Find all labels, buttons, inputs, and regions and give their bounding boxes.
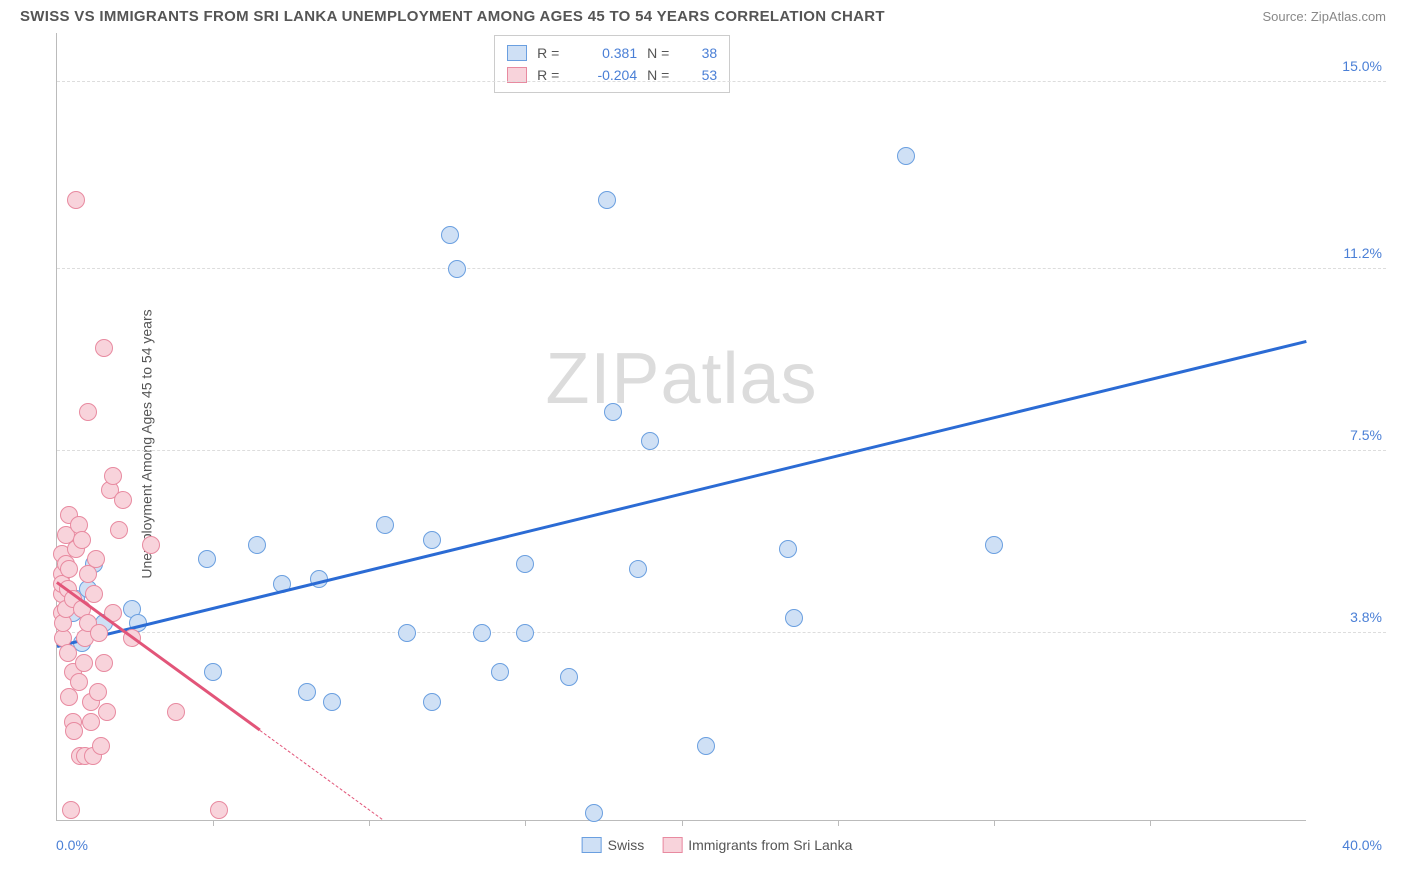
data-point <box>323 693 341 711</box>
data-point <box>85 585 103 603</box>
legend-label: Swiss <box>608 837 645 853</box>
x-tick <box>1150 820 1151 826</box>
data-point <box>585 804 603 822</box>
data-point <box>398 624 416 642</box>
data-point <box>82 713 100 731</box>
data-point <box>114 491 132 509</box>
data-point <box>79 403 97 421</box>
data-point <box>142 536 160 554</box>
legend-r-value: 0.381 <box>577 45 637 61</box>
data-point <box>198 550 216 568</box>
data-point <box>204 663 222 681</box>
data-point <box>423 693 441 711</box>
correlation-legend: R = 0.381 N = 38 R =-0.204N =53 <box>494 35 730 93</box>
x-tick <box>838 820 839 826</box>
data-point <box>60 560 78 578</box>
legend-n-label: N = <box>647 45 677 61</box>
data-point <box>985 536 1003 554</box>
source-label: Source: ZipAtlas.com <box>1262 9 1386 24</box>
data-point <box>473 624 491 642</box>
data-point <box>641 432 659 450</box>
data-point <box>629 560 647 578</box>
gridline <box>57 268 1386 269</box>
data-point <box>67 191 85 209</box>
trend-line-extrapolated <box>260 731 382 820</box>
data-point <box>98 703 116 721</box>
data-point <box>516 555 534 573</box>
x-tick <box>213 820 214 826</box>
data-point <box>73 531 91 549</box>
data-point <box>70 673 88 691</box>
legend-n-value: 38 <box>687 45 717 61</box>
legend-label: Immigrants from Sri Lanka <box>688 837 852 853</box>
data-point <box>516 624 534 642</box>
data-point <box>441 226 459 244</box>
data-point <box>779 540 797 558</box>
data-point <box>785 609 803 627</box>
legend-swatch <box>582 837 602 853</box>
data-point <box>604 403 622 421</box>
data-point <box>89 683 107 701</box>
series-legend: Swiss Immigrants from Sri Lanka <box>582 837 853 853</box>
legend-row: R =-0.204N =53 <box>507 64 717 86</box>
y-tick-label: 15.0% <box>1342 58 1382 74</box>
gridline <box>57 450 1386 451</box>
gridline <box>57 81 1386 82</box>
data-point <box>897 147 915 165</box>
plot-region: ZIPatlas R =0.381N =38R =-0.204N =53 3.8… <box>56 33 1306 821</box>
legend-item: Swiss <box>582 837 645 853</box>
data-point <box>87 550 105 568</box>
legend-swatch <box>507 45 527 61</box>
data-point <box>92 737 110 755</box>
data-point <box>62 801 80 819</box>
chart-area: Unemployment Among Ages 45 to 54 years Z… <box>48 29 1386 859</box>
x-tick <box>369 820 370 826</box>
legend-r-label: R = <box>537 45 567 61</box>
data-point <box>376 516 394 534</box>
data-point <box>448 260 466 278</box>
data-point <box>248 536 266 554</box>
data-point <box>95 654 113 672</box>
gridline <box>57 632 1386 633</box>
trend-line <box>57 340 1307 647</box>
data-point <box>65 722 83 740</box>
y-tick-label: 3.8% <box>1350 609 1382 625</box>
chart-header: SWISS VS IMMIGRANTS FROM SRI LANKA UNEMP… <box>0 0 1406 29</box>
x-axis-end: 40.0% <box>1342 837 1382 853</box>
data-point <box>95 339 113 357</box>
data-point <box>423 531 441 549</box>
data-point <box>104 467 122 485</box>
legend-swatch <box>662 837 682 853</box>
data-point <box>210 801 228 819</box>
data-point <box>110 521 128 539</box>
data-point <box>491 663 509 681</box>
watermark: ZIPatlas <box>545 338 817 420</box>
data-point <box>560 668 578 686</box>
data-point <box>298 683 316 701</box>
x-tick <box>994 820 995 826</box>
data-point <box>598 191 616 209</box>
x-axis-start: 0.0% <box>56 837 88 853</box>
y-tick-label: 7.5% <box>1350 427 1382 443</box>
chart-title: SWISS VS IMMIGRANTS FROM SRI LANKA UNEMP… <box>20 8 885 25</box>
x-tick <box>525 820 526 826</box>
data-point <box>75 654 93 672</box>
data-point <box>90 624 108 642</box>
x-tick <box>682 820 683 826</box>
legend-row: R = 0.381 N = 38 <box>507 42 717 64</box>
legend-item: Immigrants from Sri Lanka <box>662 837 852 853</box>
y-tick-label: 11.2% <box>1343 245 1382 261</box>
data-point <box>697 737 715 755</box>
data-point <box>167 703 185 721</box>
